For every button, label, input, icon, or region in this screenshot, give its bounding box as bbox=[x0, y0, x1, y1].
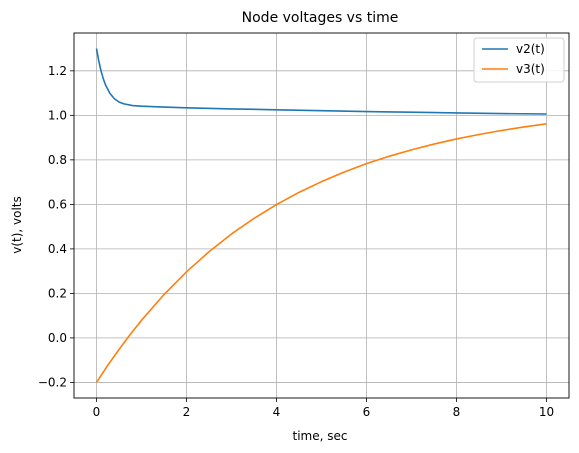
y-tick-label: 0.0 bbox=[48, 331, 67, 345]
legend-label: v2(t) bbox=[516, 42, 545, 56]
y-tick-label: 0.4 bbox=[48, 242, 67, 256]
y-tick-label: 0.6 bbox=[48, 197, 67, 211]
chart-title: Node voltages vs time bbox=[242, 10, 399, 26]
legend-label: v3(t) bbox=[516, 62, 545, 76]
y-tick-label: 1.2 bbox=[48, 64, 67, 78]
axis-ticks: 0 2 4 6 8 10 −0.2 0.0 0.2 0.4 0.6 0.8 1.0 1.2 bbox=[38, 64, 554, 419]
y-axis-title: v(t), volts bbox=[10, 196, 24, 254]
y-tick-label: 0.8 bbox=[48, 153, 67, 167]
x-tick-label: 0 bbox=[93, 405, 101, 419]
plot-frame bbox=[73, 32, 570, 399]
x-axis-title: time, sec bbox=[293, 429, 348, 443]
series-line-0 bbox=[95, 48, 547, 115]
y-tick-label: 1.0 bbox=[48, 108, 67, 122]
series-line-1 bbox=[95, 123, 547, 383]
x-tick-label: 10 bbox=[539, 405, 554, 419]
x-tick-label: 8 bbox=[453, 405, 461, 419]
legend: v2(t) v3(t) bbox=[473, 37, 565, 83]
x-tick-label: 4 bbox=[273, 405, 281, 419]
x-tick-label: 6 bbox=[363, 405, 371, 419]
y-tick-label: −0.2 bbox=[38, 375, 67, 389]
x-tick-label: 2 bbox=[183, 405, 191, 419]
grid-lines bbox=[74, 33, 569, 398]
data-series bbox=[95, 48, 547, 383]
y-tick-label: 0.2 bbox=[48, 286, 67, 300]
